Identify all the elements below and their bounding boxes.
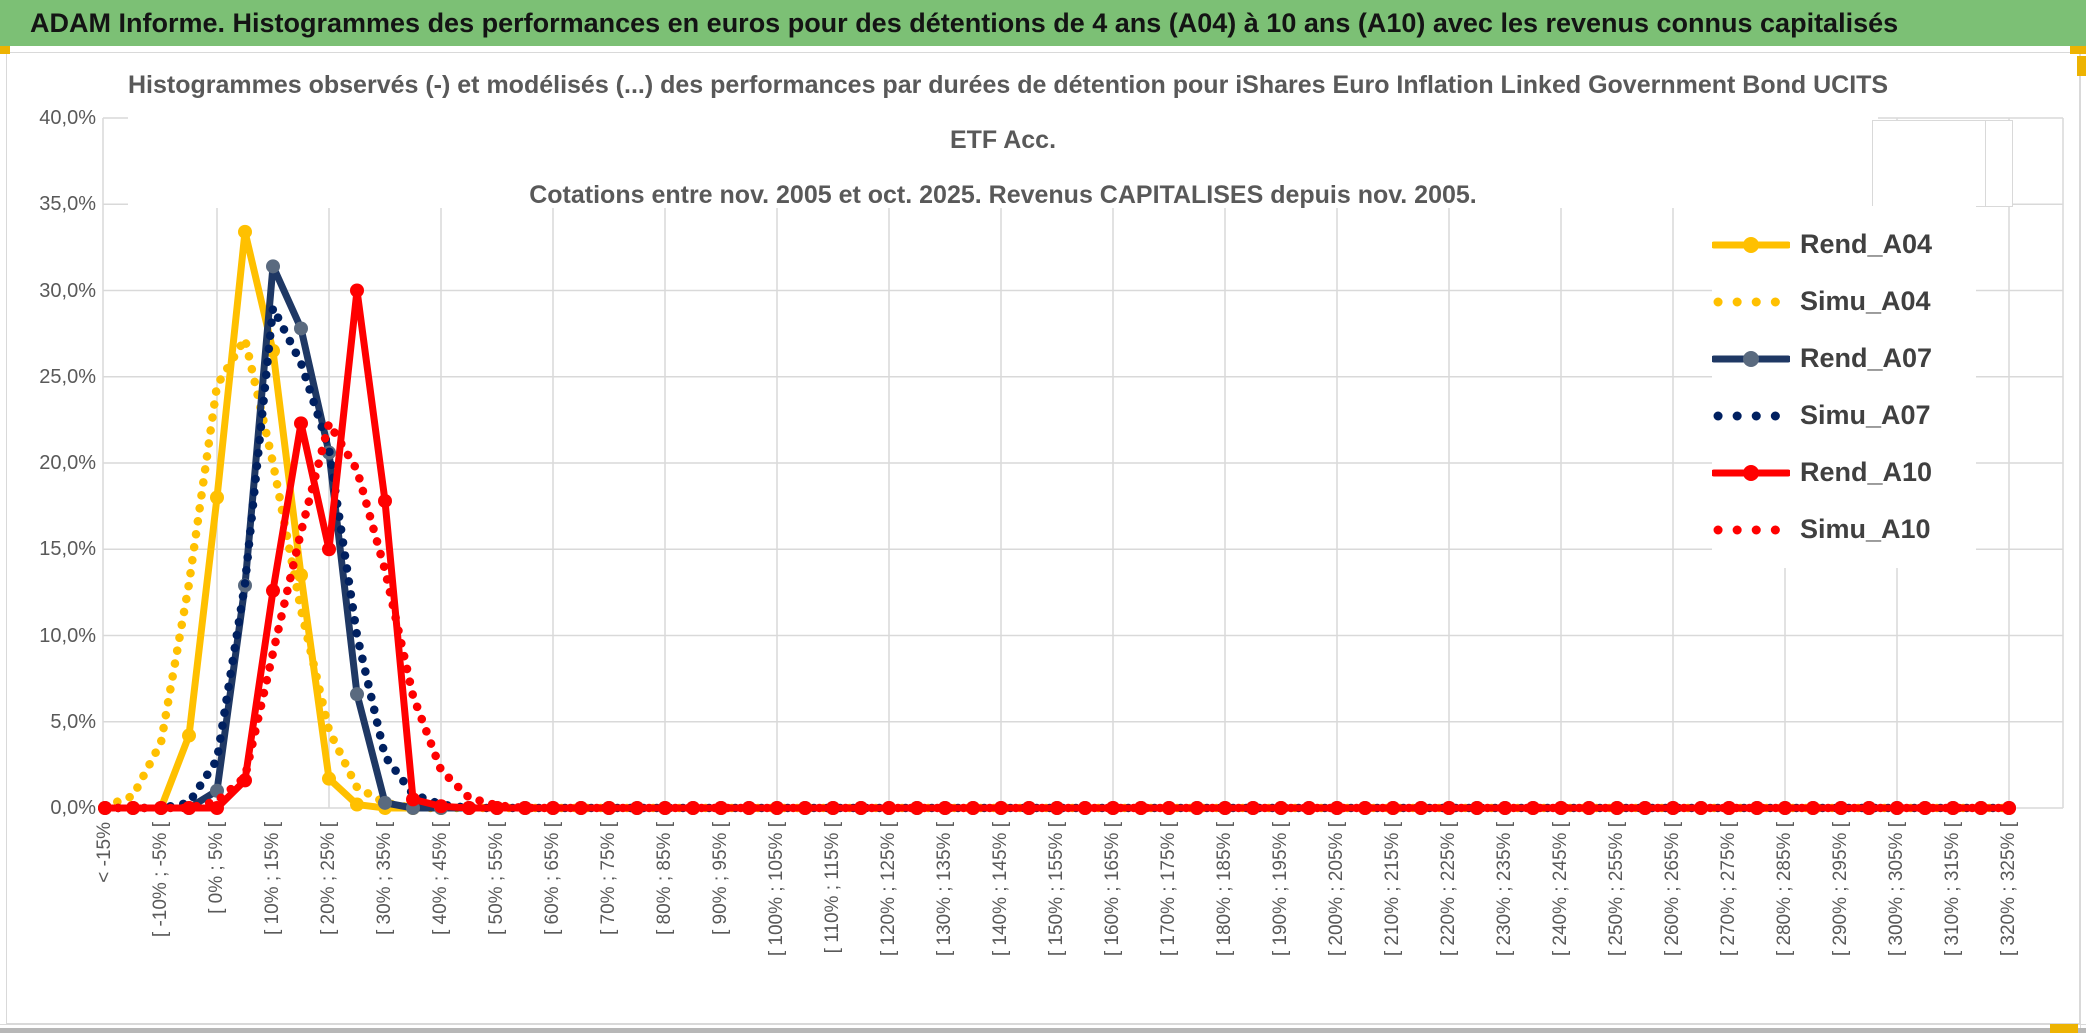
banner-title-cell[interactable]: ADAM Informe. Histogrammes des performan… [0,0,2086,46]
x-tick-label: [ 250% ; 255% [ [1606,822,1627,957]
x-tick-label: [ 180% ; 185% [ [1214,822,1235,957]
sheet-right-edge [2080,48,2081,1033]
x-tick-label: [ 310% ; 315% [ [1942,822,1963,957]
banner-title-text: ADAM Informe. Histogrammes des performan… [30,7,1899,38]
x-tick-label: [ 220% ; 225% [ [1438,822,1459,957]
x-tick-label: [ 300% ; 305% [ [1886,822,1907,957]
legend-item-simu_a07[interactable]: Simu_A07 [1712,387,1976,444]
chart-bottom-border [0,1024,2086,1025]
x-tick-label: [ 50% ; 55% [ [486,822,507,936]
chart-title-line3: Cotations entre nov. 2005 et oct. 2025. … [529,181,1477,209]
x-tick-label: [ 320% ; 325% [ [1998,822,2019,957]
x-tick-label: [ 150% ; 155% [ [1046,822,1067,957]
legend-dotted-sample [1713,411,1790,420]
y-tick-label: 20,0% [39,452,96,474]
selection-handle-bottom-right[interactable] [2050,1024,2078,1033]
chart-title[interactable]: Histogrammes observés (-) et modélisés (… [128,56,1889,209]
x-tick-label: [ 30% ; 35% [ [374,822,395,936]
selection-handle-right-edge[interactable] [2077,56,2086,76]
legend-item-rend_a07[interactable]: Rend_A07 [1712,330,1976,387]
selection-handle-top-left[interactable] [0,46,10,54]
legend-label: Rend_A07 [1800,343,1933,373]
legend-item-rend_a10[interactable]: Rend_A10 [1712,444,1976,501]
x-tick-label: [ 100% ; 105% [ [766,822,787,957]
x-tick-label: [ 140% ; 145% [ [990,822,1011,957]
selection-handle-top-right[interactable] [2070,46,2086,54]
x-tick-label: [ 190% ; 195% [ [1270,822,1291,957]
x-tick-label: [ 40% ; 45% [ [430,822,451,936]
legend-label: Simu_A07 [1800,400,1931,430]
x-tick-label: [ 0% ; 5% [ [206,822,227,914]
chart-title-line2: ETF Acc. [949,126,1057,154]
x-tick-label: [ 170% ; 175% [ [1158,822,1179,957]
y-tick-label: 30,0% [39,279,96,302]
legend-item-rend_a04[interactable]: Rend_A04 [1712,216,1976,273]
x-tick-label: [ 10% ; 15% [ [262,822,283,936]
legend-line-sample [1712,350,1790,367]
legend-label: Rend_A10 [1800,457,1933,487]
y-tick-label: 0,0% [50,797,96,819]
x-tick-label: [ 210% ; 215% [ [1382,822,1403,957]
x-tick-label: [ 110% ; 115% [ [822,822,843,954]
x-tick-label: [ 280% ; 285% [ [1774,822,1795,957]
legend-label: Simu_A04 [1800,286,1931,316]
x-tick-label: [ 230% ; 235% [ [1494,822,1515,957]
legend-item-simu_a10[interactable]: Simu_A10 [1712,501,1976,558]
empty-box-top-right-2 [1985,120,2013,207]
x-tick-label: [ 70% ; 75% [ [598,822,619,936]
legend-dotted-sample [1713,297,1790,306]
legend-item-simu_a04[interactable]: Simu_A04 [1712,273,1976,330]
legend-label: Simu_A10 [1800,514,1931,544]
x-tick-label: [ 290% ; 295% [ [1830,822,1851,957]
legend-line-sample [1712,464,1790,481]
y-tick-label: 15,0% [39,538,96,561]
x-tick-label: [ 200% ; 205% [ [1326,822,1347,957]
chart-legend[interactable]: Rend_A04 Simu_A04 Rend_A07 Simu_A07 Rend… [1712,206,1976,568]
x-tick-label: [ 120% ; 125% [ [878,822,899,957]
legend-label: Rend_A04 [1800,229,1933,259]
x-tick-label: < -15% [94,822,115,883]
y-tick-label: 40,0% [39,107,96,129]
x-tick-label: [ 60% ; 65% [ [542,822,563,936]
x-tick-label: [ 270% ; 275% [ [1718,822,1739,957]
x-tick-label: [ 130% ; 135% [ [934,822,955,957]
chart-title-line1: Histogrammes observés (-) et modélisés (… [128,71,1889,99]
x-tick-label: [ 240% ; 245% [ [1550,822,1571,957]
legend-dotted-sample [1713,525,1790,534]
y-tick-label: 5,0% [50,710,96,733]
x-tick-label: [ -10% ; -5% [ [150,822,171,938]
y-tick-label: 10,0% [39,624,96,647]
x-tick-label: [ 90% ; 95% [ [710,822,731,936]
legend-line-sample [1712,236,1790,253]
x-tick-label: [ 80% ; 85% [ [654,822,675,936]
y-tick-label: 35,0% [39,193,96,216]
x-tick-label: [ 20% ; 25% [ [318,822,339,936]
empty-box-top-right [1872,120,1986,207]
y-tick-label: 25,0% [39,365,96,388]
x-tick-label: [ 160% ; 165% [ [1102,822,1123,957]
x-tick-label: [ 260% ; 265% [ [1662,822,1683,957]
sheet-bottom-row [0,1028,2086,1033]
